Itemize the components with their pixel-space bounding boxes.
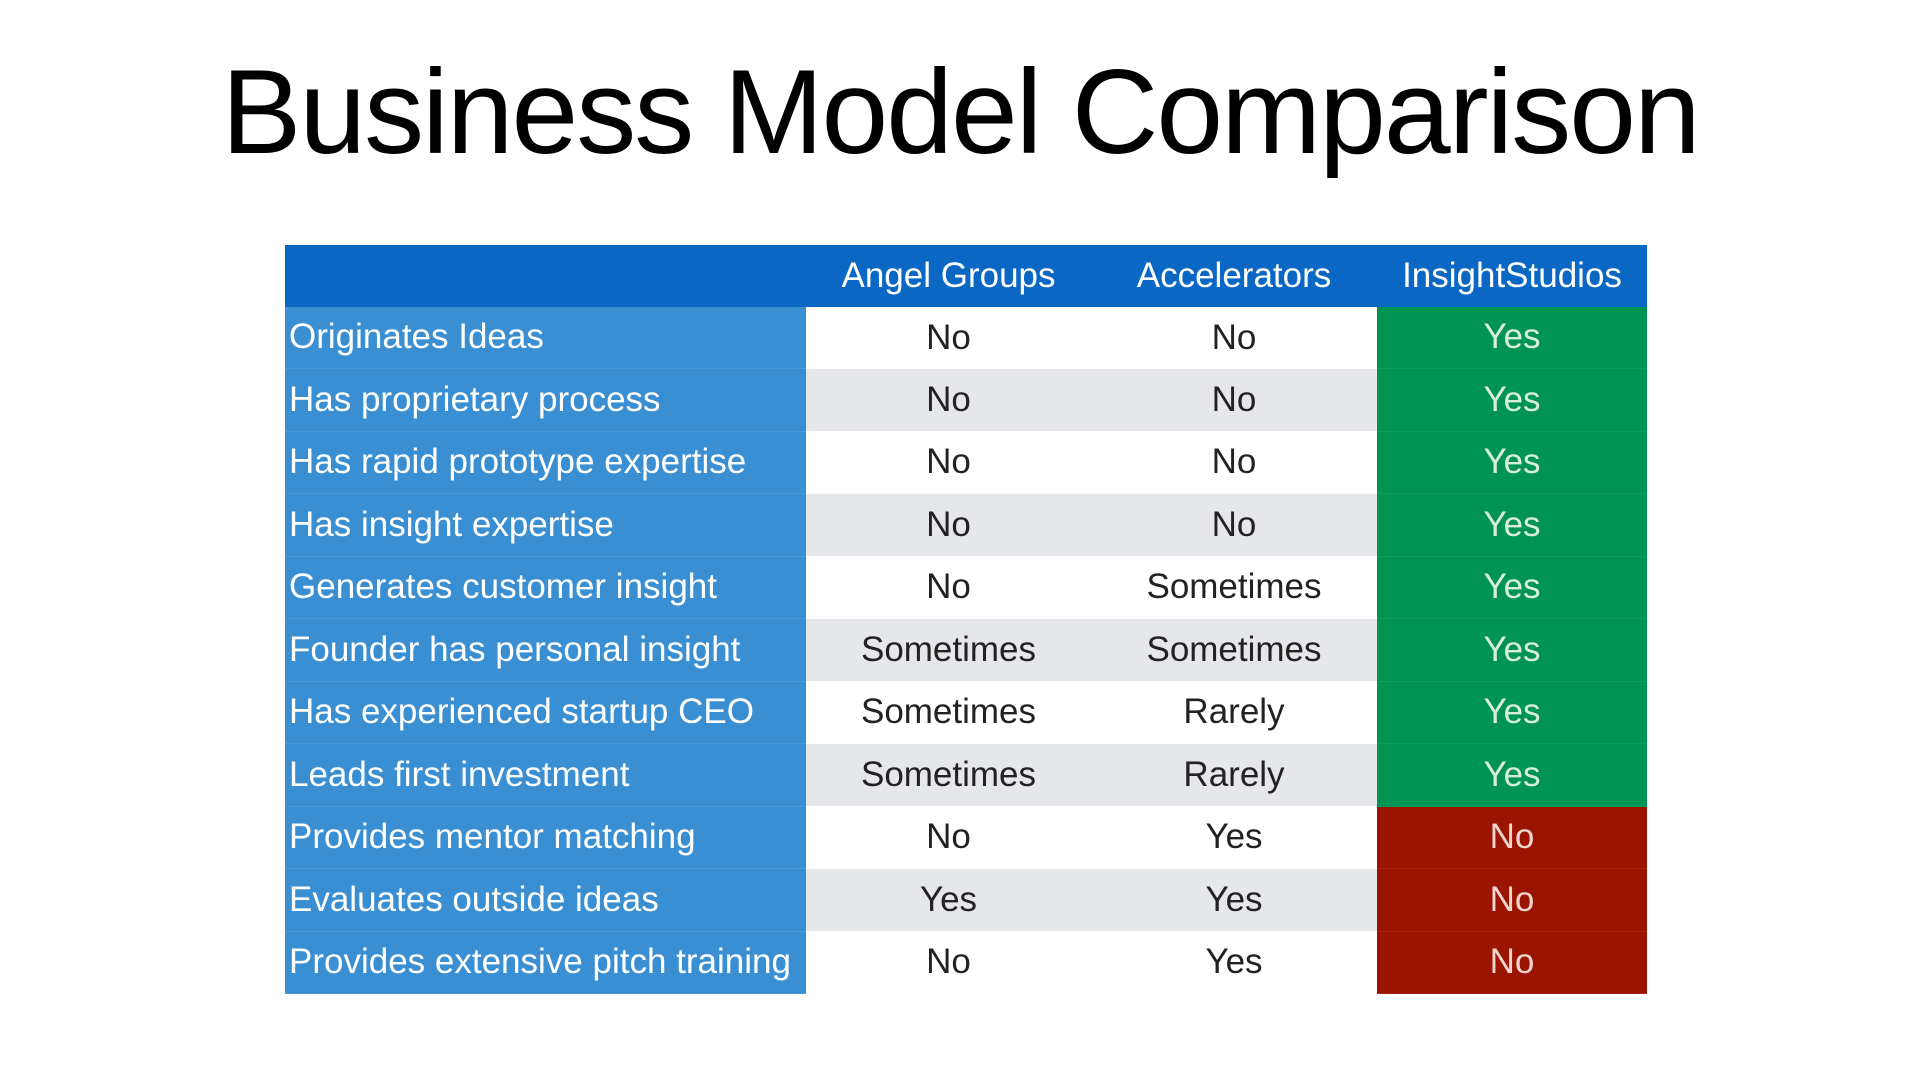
angel-groups-cell: Yes <box>806 868 1091 931</box>
angel-groups-cell: Sometimes <box>806 618 1091 681</box>
angel-groups-cell: No <box>806 306 1091 369</box>
table-row: Provides mentor matching No Yes No <box>285 806 1647 869</box>
angel-groups-cell: No <box>806 806 1091 869</box>
table-body: Originates Ideas No No Yes Has proprieta… <box>285 306 1647 994</box>
insightstudios-cell: No <box>1377 868 1647 932</box>
angel-groups-cell: No <box>806 368 1091 431</box>
table-row: Has insight expertise No No Yes <box>285 493 1647 557</box>
table-row: Has proprietary process No No Yes <box>285 368 1647 432</box>
header-feature <box>285 245 806 307</box>
insightstudios-cell: Yes <box>1377 368 1647 432</box>
feature-cell: Provides extensive pitch training <box>285 931 806 994</box>
insightstudios-cell: Yes <box>1377 556 1647 619</box>
accelerators-cell: Yes <box>1091 806 1377 869</box>
angel-groups-cell: Sometimes <box>806 681 1091 744</box>
slide-title: Business Model Comparison <box>221 45 1700 179</box>
feature-cell: Has rapid prototype expertise <box>285 431 806 494</box>
accelerators-cell: No <box>1091 431 1377 494</box>
insightstudios-cell: No <box>1377 806 1647 869</box>
table-row: Has experienced startup CEO Sometimes Ra… <box>285 681 1647 744</box>
insightstudios-cell: Yes <box>1377 743 1647 807</box>
angel-groups-cell: No <box>806 431 1091 494</box>
table-header-row: Angel Groups Accelerators InsightStudios <box>285 245 1647 307</box>
accelerators-cell: Yes <box>1091 931 1377 994</box>
table-row: Originates Ideas No No Yes <box>285 306 1647 369</box>
accelerators-cell: No <box>1091 306 1377 369</box>
accelerators-cell: Yes <box>1091 868 1377 931</box>
feature-cell: Originates Ideas <box>285 306 806 369</box>
angel-groups-cell: No <box>806 493 1091 556</box>
accelerators-cell: Rarely <box>1091 743 1377 806</box>
feature-cell: Generates customer insight <box>285 556 806 619</box>
table-row: Leads first investment Sometimes Rarely … <box>285 743 1647 807</box>
feature-cell: Has experienced startup CEO <box>285 681 806 744</box>
table-row: Evaluates outside ideas Yes Yes No <box>285 868 1647 932</box>
angel-groups-cell: No <box>806 931 1091 994</box>
angel-groups-cell: No <box>806 556 1091 619</box>
angel-groups-cell: Sometimes <box>806 743 1091 806</box>
insightstudios-cell: Yes <box>1377 618 1647 682</box>
header-accelerators: Accelerators <box>1091 245 1377 307</box>
insightstudios-cell: Yes <box>1377 681 1647 744</box>
comparison-table: Angel Groups Accelerators InsightStudios… <box>285 245 1647 994</box>
feature-cell: Evaluates outside ideas <box>285 868 806 932</box>
feature-cell: Has insight expertise <box>285 493 806 557</box>
feature-cell: Has proprietary process <box>285 368 806 432</box>
header-insightstudios: InsightStudios <box>1377 245 1647 307</box>
insightstudios-cell: Yes <box>1377 306 1647 369</box>
accelerators-cell: No <box>1091 493 1377 556</box>
header-angel-groups: Angel Groups <box>806 245 1091 307</box>
accelerators-cell: Sometimes <box>1091 618 1377 681</box>
accelerators-cell: Rarely <box>1091 681 1377 744</box>
feature-cell: Founder has personal insight <box>285 618 806 682</box>
insightstudios-cell: No <box>1377 931 1647 994</box>
table-row: Provides extensive pitch training No Yes… <box>285 931 1647 994</box>
table-row: Generates customer insight No Sometimes … <box>285 556 1647 619</box>
accelerators-cell: Sometimes <box>1091 556 1377 619</box>
accelerators-cell: No <box>1091 368 1377 431</box>
feature-cell: Provides mentor matching <box>285 806 806 869</box>
insightstudios-cell: Yes <box>1377 493 1647 557</box>
feature-cell: Leads first investment <box>285 743 806 807</box>
insightstudios-cell: Yes <box>1377 431 1647 494</box>
table-row: Has rapid prototype expertise No No Yes <box>285 431 1647 494</box>
table-row: Founder has personal insight Sometimes S… <box>285 618 1647 682</box>
